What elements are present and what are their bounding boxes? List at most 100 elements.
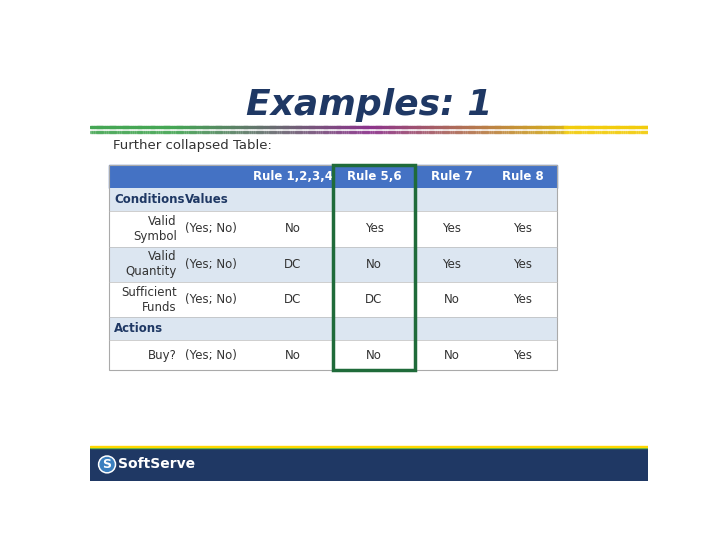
Bar [449,131,451,132]
Bar [505,126,507,128]
Text: (Yes; No): (Yes; No) [184,258,236,271]
Bar [186,131,189,132]
Bar [112,131,114,132]
Bar [132,126,135,128]
Bar [421,126,423,128]
Bar [555,131,557,132]
Bar [436,126,438,128]
Bar [181,131,184,132]
Bar [475,131,477,132]
Bar [427,126,429,128]
Bar [124,131,126,132]
Bar [637,126,639,128]
Bar [105,126,107,128]
Bar [364,131,366,132]
Bar [485,131,487,132]
Text: (Yes; No): (Yes; No) [184,293,236,306]
Text: Rule 7: Rule 7 [431,170,472,183]
Bar [332,131,334,132]
Bar [90,447,648,448]
Bar [144,131,146,132]
Bar [544,131,546,132]
Text: Further collapsed Table:: Further collapsed Table: [113,139,272,152]
Bar [562,126,564,128]
Bar [600,131,602,132]
Bar [333,318,415,340]
Bar [291,126,293,128]
Bar [326,131,328,132]
Bar [211,131,213,132]
Bar [499,126,501,128]
Bar [633,126,635,128]
Bar [421,131,423,132]
Text: Examples: 1: Examples: 1 [246,88,492,122]
Bar [116,131,118,132]
Bar [315,131,318,132]
Bar [616,131,618,132]
Bar [240,126,243,128]
Bar [477,131,479,132]
Bar [431,131,433,132]
Bar [99,126,102,128]
Bar [213,126,215,128]
Bar [297,126,299,128]
Bar [494,131,496,132]
Bar [237,131,239,132]
Bar [230,126,232,128]
Bar [244,131,247,132]
Bar [587,131,589,132]
Bar [145,126,148,128]
Bar [544,126,546,128]
Bar [434,126,436,128]
Bar [326,126,328,128]
Bar [258,131,260,132]
Bar [559,126,561,128]
Bar [265,126,267,128]
Bar [105,131,107,132]
Bar [646,126,649,128]
Bar [546,126,548,128]
Bar [164,131,166,132]
Bar [593,126,595,128]
Bar [333,247,415,282]
Bar [161,126,163,128]
Bar [343,126,345,128]
Bar [542,126,544,128]
Bar [601,131,604,132]
Bar [240,131,243,132]
Bar [239,126,241,128]
Bar [472,126,474,128]
Text: Buy?: Buy? [148,349,177,362]
Bar [239,131,241,132]
Bar [536,126,539,128]
Bar [103,126,105,128]
Bar [369,131,372,132]
Bar [315,126,318,128]
Bar [527,126,529,128]
Bar [287,126,289,128]
Bar [287,131,289,132]
Bar [399,126,401,128]
Text: Yes: Yes [513,258,532,271]
Bar [527,131,529,132]
Bar [333,188,415,211]
Bar [176,126,178,128]
Bar [631,126,634,128]
Bar [120,131,122,132]
Bar [596,131,598,132]
Bar [412,131,414,132]
Bar [410,126,412,128]
Bar [116,126,118,128]
Bar [460,126,462,128]
Bar [341,131,343,132]
Bar [304,131,306,132]
Bar [244,126,247,128]
Bar [536,131,539,132]
Bar [330,126,332,128]
Bar [481,131,483,132]
Bar [393,126,395,128]
Text: Valid
Symbol: Valid Symbol [133,215,177,243]
Bar [92,126,94,128]
Bar [140,126,143,128]
Bar [492,131,494,132]
